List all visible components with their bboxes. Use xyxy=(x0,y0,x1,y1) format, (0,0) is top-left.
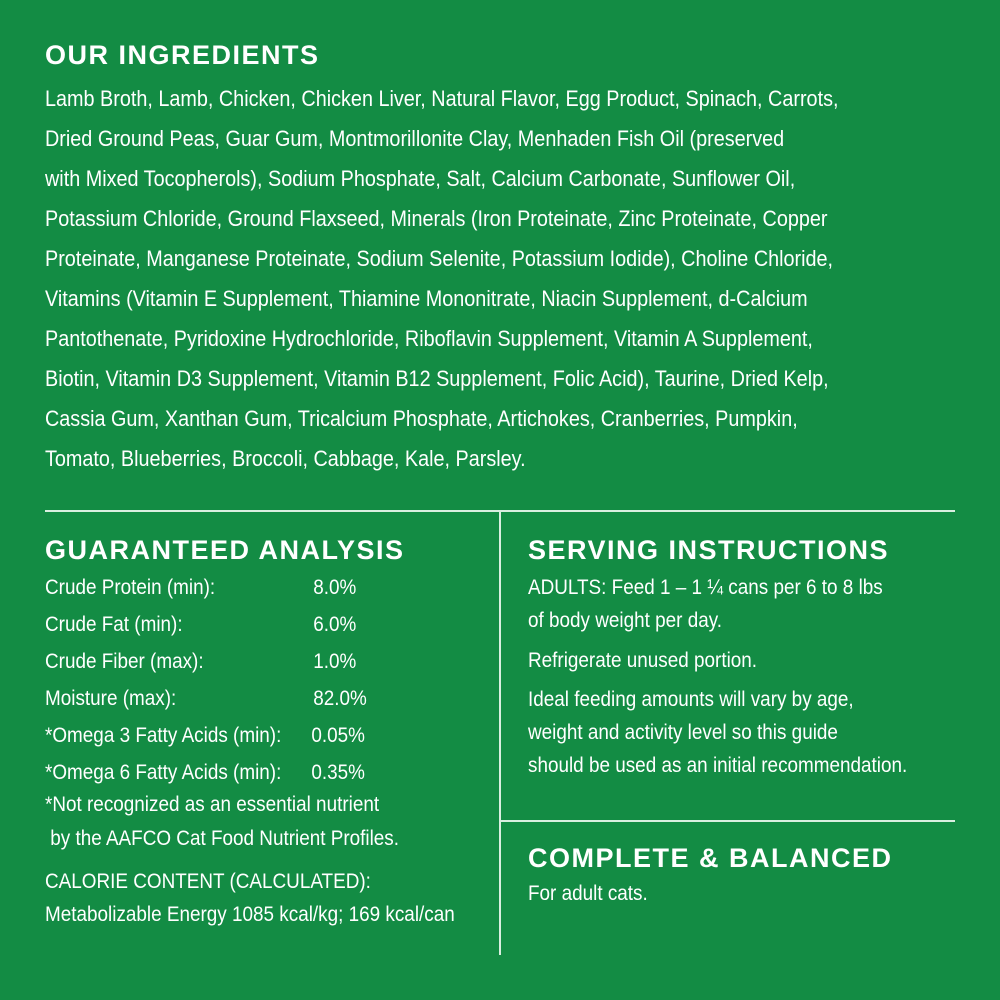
ingredients-line: with Mixed Tocopherols), Sodium Phosphat… xyxy=(45,166,796,191)
ingredients-line: Tomato, Blueberries, Broccoli, Cabbage, … xyxy=(45,446,526,471)
analysis-row: *Omega 6 Fatty Acids (min): 0.35% xyxy=(45,761,365,798)
analysis-row: Moisture (max): 82.0% xyxy=(45,687,367,724)
analysis-label: Crude Fat (min): xyxy=(45,613,183,636)
ingredients-line: Cassia Gum, Xanthan Gum, Tricalcium Phos… xyxy=(45,406,798,431)
analysis-value: 0.05% xyxy=(311,724,365,747)
calorie-value: Metabolizable Energy 1085 kcal/kg; 169 k… xyxy=(45,903,455,926)
balanced-text: For adult cats. xyxy=(528,882,648,905)
analysis-value: 1.0% xyxy=(313,650,357,673)
ingredients-line: Lamb Broth, Lamb, Chicken, Chicken Liver… xyxy=(45,86,839,111)
analysis-label: *Omega 3 Fatty Acids (min): xyxy=(45,724,282,747)
ingredients-line: Dried Ground Peas, Guar Gum, Montmorillo… xyxy=(45,126,785,151)
analysis-label: Crude Fiber (max): xyxy=(45,650,204,673)
ingredients-line: Vitamins (Vitamin E Supplement, Thiamine… xyxy=(45,286,808,311)
right-divider xyxy=(500,820,955,822)
analysis-label: Crude Protein (min): xyxy=(45,576,216,599)
analysis-row: Crude Fat (min): 6.0% xyxy=(45,613,356,650)
serving-line: weight and activity level so this guide xyxy=(528,721,838,744)
serving-line: should be used as an initial recommendat… xyxy=(528,754,908,777)
analysis-value: 82.0% xyxy=(313,687,367,710)
serving-title: SERVING INSTRUCTIONS xyxy=(528,535,890,565)
ingredients-line: Potassium Chloride, Ground Flaxseed, Min… xyxy=(45,206,828,231)
vertical-divider xyxy=(499,510,501,955)
analysis-title: GUARANTEED ANALYSIS xyxy=(45,535,405,565)
analysis-row: Crude Protein (min): 8.0% xyxy=(45,576,356,613)
analysis-value: 8.0% xyxy=(313,576,357,599)
analysis-value: 6.0% xyxy=(313,613,357,636)
analysis-row: *Omega 3 Fatty Acids (min): 0.05% xyxy=(45,724,365,761)
ingredients-title: OUR INGREDIENTS xyxy=(45,40,320,70)
ingredients-line: Pantothenate, Pyridoxine Hydrochloride, … xyxy=(45,326,813,351)
serving-line: Refrigerate unused portion. xyxy=(528,649,758,672)
serving-line: Ideal feeding amounts will vary by age, xyxy=(528,688,854,711)
footnote-line: by the AAFCO Cat Food Nutrient Profiles. xyxy=(45,827,400,850)
analysis-label: Moisture (max): xyxy=(45,687,177,710)
analysis-value: 0.35% xyxy=(311,761,365,784)
balanced-title: COMPLETE & BALANCED xyxy=(528,843,893,873)
ingredients-line: Proteinate, Manganese Proteinate, Sodium… xyxy=(45,246,834,271)
footnote-line: *Not recognized as an essential nutrient xyxy=(45,793,380,816)
ingredients-line: Biotin, Vitamin D3 Supplement, Vitamin B… xyxy=(45,366,829,391)
serving-line: of body weight per day. xyxy=(528,609,723,632)
analysis-label: *Omega 6 Fatty Acids (min): xyxy=(45,761,282,784)
calorie-heading: CALORIE CONTENT (CALCULATED): xyxy=(45,870,371,893)
serving-line: ADULTS: Feed 1 – 1 ¼ cans per 6 to 8 lbs xyxy=(528,576,883,599)
analysis-row: Crude Fiber (max): 1.0% xyxy=(45,650,356,687)
